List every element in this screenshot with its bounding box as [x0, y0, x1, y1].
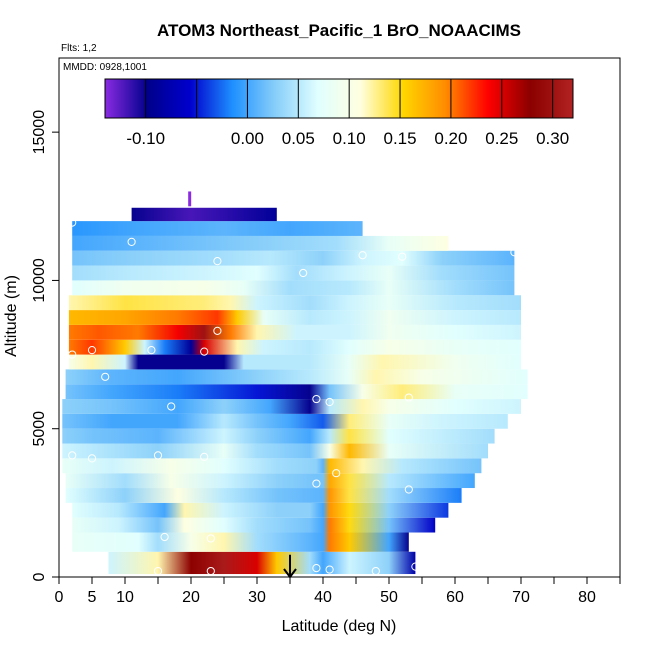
chart-title: ATOM3 Northeast_Pacific_1 BrO_NOAACIMS — [157, 21, 521, 40]
data-point — [147, 346, 156, 355]
x-tick-label: 80 — [578, 589, 596, 606]
x-tick-label: 60 — [446, 589, 464, 606]
heatmap-band — [62, 443, 489, 459]
x-axis-title: Latitude (deg N) — [282, 618, 397, 635]
heatmap-band — [62, 458, 482, 474]
y-tick-label: 15000 — [31, 110, 48, 155]
x-tick-label: 5 — [88, 589, 97, 606]
data-point — [404, 485, 413, 494]
heatmap-band — [72, 250, 515, 266]
dates-label: MMDD: 0928,1001 — [63, 62, 147, 73]
colorbar-bar — [104, 78, 574, 119]
heatmap-band — [72, 532, 409, 552]
data-point — [153, 566, 163, 576]
data-point — [325, 565, 334, 574]
colorbar-tick-label: 0.25 — [485, 129, 518, 148]
data-point — [299, 268, 308, 278]
x-tick-label: 30 — [248, 589, 266, 606]
y-tick-label: 5000 — [31, 411, 48, 447]
data-point — [68, 218, 77, 227]
data-point — [167, 402, 176, 411]
data-point — [312, 394, 321, 404]
heatmap-band — [68, 310, 522, 325]
data-point — [404, 393, 413, 402]
data-point — [101, 372, 110, 381]
y-axis: 0 5000 10000 15000 — [31, 58, 60, 581]
y-axis-title: Altitude (m) — [3, 275, 20, 357]
data-point — [87, 454, 97, 463]
heatmap-band — [65, 473, 475, 489]
data-point — [332, 469, 341, 478]
data-point — [200, 347, 209, 356]
data-point — [213, 257, 222, 266]
heatmap-band — [65, 369, 528, 385]
data-point — [325, 397, 334, 407]
heatmap-band — [68, 295, 522, 311]
y-tick-label: 10000 — [31, 258, 48, 303]
data-point — [127, 237, 136, 246]
colorbar: -0.10 0.00 0.05 0.10 0.15 0.20 0.25 0.30 — [104, 78, 574, 148]
y-tick-label: 0 — [31, 572, 48, 581]
data-point — [87, 346, 97, 355]
heatmap-band — [72, 280, 515, 296]
colorbar-tick-label: 0.20 — [434, 129, 467, 148]
data-point — [213, 326, 222, 335]
heatmap-band — [68, 354, 522, 370]
heatmap-band — [72, 265, 515, 281]
data-point — [68, 451, 77, 460]
data-point — [398, 252, 407, 261]
data-point — [200, 452, 209, 461]
flights-label: Flts: 1,2 — [61, 43, 97, 54]
heatmap-band — [68, 339, 522, 355]
heatmap-band — [68, 324, 522, 340]
x-tick-label: 20 — [182, 589, 200, 606]
heatmap-band — [65, 384, 528, 400]
colorbar-tick-label: 0.00 — [231, 129, 264, 148]
data-point — [206, 534, 215, 543]
heatmap-band — [62, 413, 508, 429]
heatmap-band — [72, 517, 436, 533]
sample-points — [68, 218, 519, 576]
x-tick-label: 40 — [314, 589, 332, 606]
colorbar-tick-label: 0.05 — [282, 129, 315, 148]
colorbar-tick-label: 0.10 — [333, 129, 366, 148]
x-tick-label: 0 — [55, 589, 64, 606]
plot-area: 0 5 10 20 30 40 50 60 70 80 0 5000 10000 15000 -0.10 0.… — [31, 57, 621, 606]
heatmap-band — [72, 502, 449, 518]
colorbar-tick-label: -0.10 — [126, 129, 165, 148]
data-point — [411, 562, 420, 571]
heatmap-band — [72, 221, 363, 236]
data-point — [312, 479, 321, 488]
heatmap-band — [62, 399, 522, 414]
data-point — [358, 251, 367, 260]
heatmap-band — [62, 428, 495, 444]
data-point — [206, 566, 215, 576]
data-point — [153, 451, 163, 460]
heatmap-band — [131, 207, 277, 222]
data-point — [371, 566, 380, 576]
x-tick-label: 50 — [380, 589, 398, 606]
x-tick-label: 10 — [116, 589, 134, 606]
colorbar-tick-label: 0.15 — [383, 129, 416, 148]
heatmap-band — [65, 488, 462, 503]
data-point — [68, 350, 77, 359]
data-point — [160, 532, 169, 542]
heatmap-band — [108, 551, 416, 575]
x-axis: 0 5 10 20 30 40 50 60 70 80 — [55, 576, 621, 606]
data-point — [510, 248, 519, 257]
data-point — [312, 564, 321, 573]
colorbar-tick-label: 0.30 — [536, 129, 569, 148]
heatmap-bands — [62, 207, 528, 575]
x-tick-label: 70 — [512, 589, 530, 606]
heatmap-band — [72, 235, 449, 251]
